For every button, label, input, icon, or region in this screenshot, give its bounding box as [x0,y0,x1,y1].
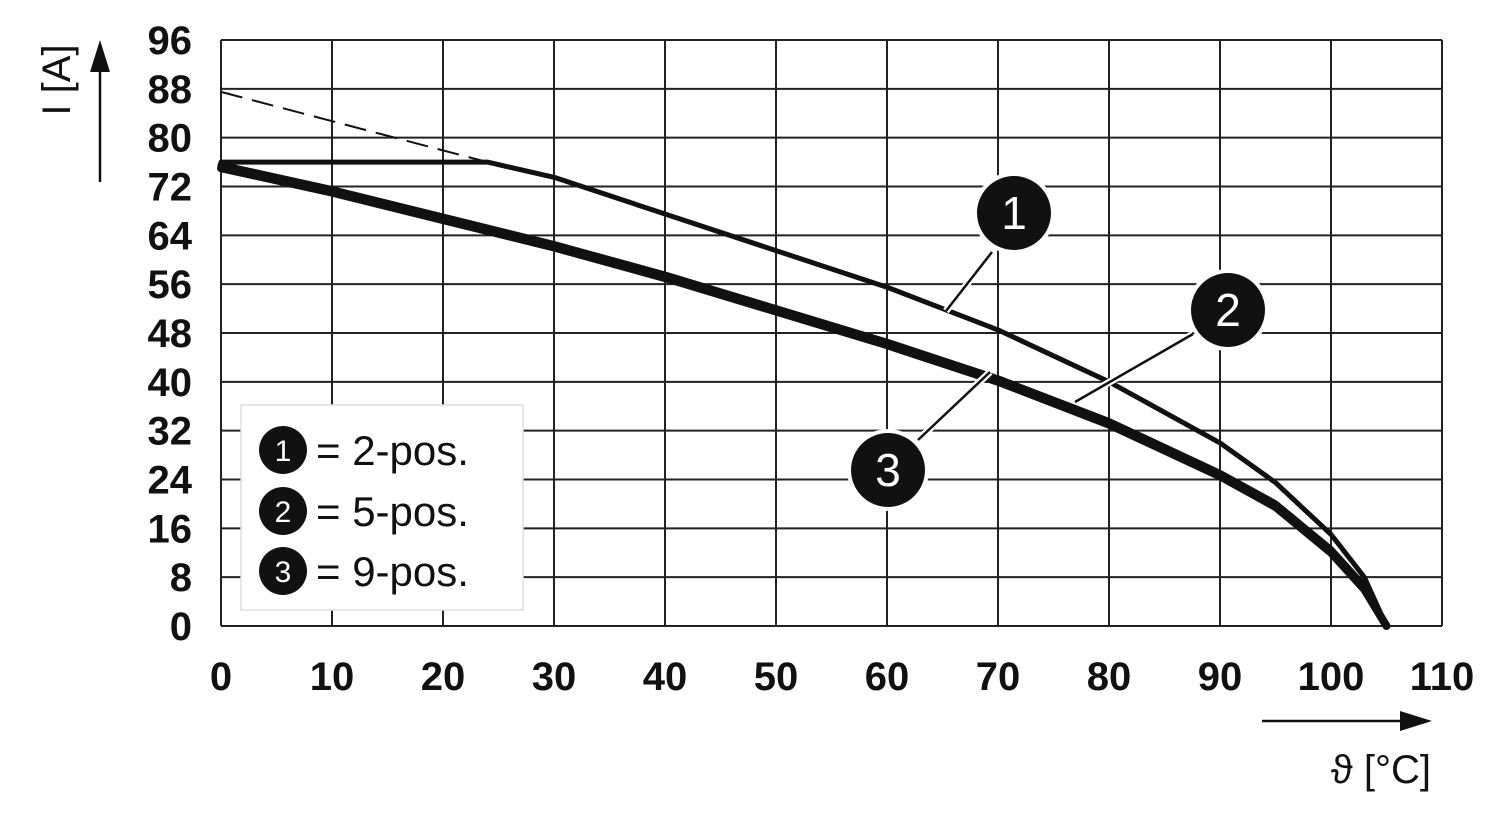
x-tick-label: 40 [643,655,688,699]
legend-label: = 2-pos. [316,427,469,474]
x-tick-label: 60 [865,655,910,699]
x-tick-label: 90 [1198,655,1243,699]
y-tick-label: 0 [170,605,192,649]
legend-label: = 5-pos. [316,488,469,535]
x-tick-label: 30 [532,655,577,699]
legend-badge-number: 3 [275,556,292,589]
legend-badge-3 [259,547,307,595]
series-1-line [218,159,1389,629]
x-tick-label: 50 [754,655,799,699]
x-tick-label: 100 [1298,655,1365,699]
x-tick-label: 70 [976,655,1021,699]
callout-2-leader [1074,332,1194,404]
tick-labels: 0 10 20 30 40 50 60 70 80 90 100 110081624324048566… [148,19,1475,699]
callout-2-badge [1191,273,1265,347]
x-tick-label: 0 [210,655,232,699]
y-tick-label: 64 [148,214,193,258]
x-tick-label: 20 [421,655,466,699]
callout-1-badge [977,176,1051,250]
x-axis-arrow-head [1400,711,1432,731]
y-tick-label: 16 [148,507,193,551]
y-tick-label: 48 [148,312,193,356]
y-tick-label: 72 [148,166,193,210]
extrapolation-line [220,90,488,164]
legend-label: = 9-pos. [316,548,469,595]
legend-badge-number: 2 [275,496,292,529]
legend-badge-1 [259,426,307,474]
callout-1-leader [945,251,993,312]
y-tick-label: 8 [170,556,192,600]
legend-badge-2 [259,487,307,535]
y-tick-label: 80 [148,117,193,161]
axes: I [A] ϑ [°C] [35,40,1432,792]
x-tick-label: 110 [1410,655,1475,699]
callouts: 1 2 3 [847,172,1269,511]
curves [217,90,1391,630]
legend: 1 = 2-pos. 2 = 5-pos. 3 = 9-pos. [240,404,524,611]
y-axis-arrow-head [90,40,110,72]
y-axis-label: I [A] [35,44,79,115]
callout-3-number: 3 [875,444,901,496]
x-tick-label: 80 [1087,655,1132,699]
y-tick-label: 56 [148,263,193,307]
callout-3-leader [917,371,991,441]
callout-3-badge [851,433,925,507]
y-tick-label: 40 [148,361,193,405]
callout-1-number: 1 [1001,187,1027,239]
y-tick-label: 88 [148,68,193,112]
series-3-line [217,164,1391,630]
x-tick-label: 10 [310,655,355,699]
y-tick-label: 96 [148,19,193,63]
grid [220,39,1443,627]
callout-2-number: 2 [1215,284,1241,336]
y-tick-label: 24 [148,459,193,503]
y-tick-label: 32 [148,410,193,454]
x-axis-label: ϑ [°C] [1331,748,1431,792]
legend-badge-number: 1 [275,435,292,468]
